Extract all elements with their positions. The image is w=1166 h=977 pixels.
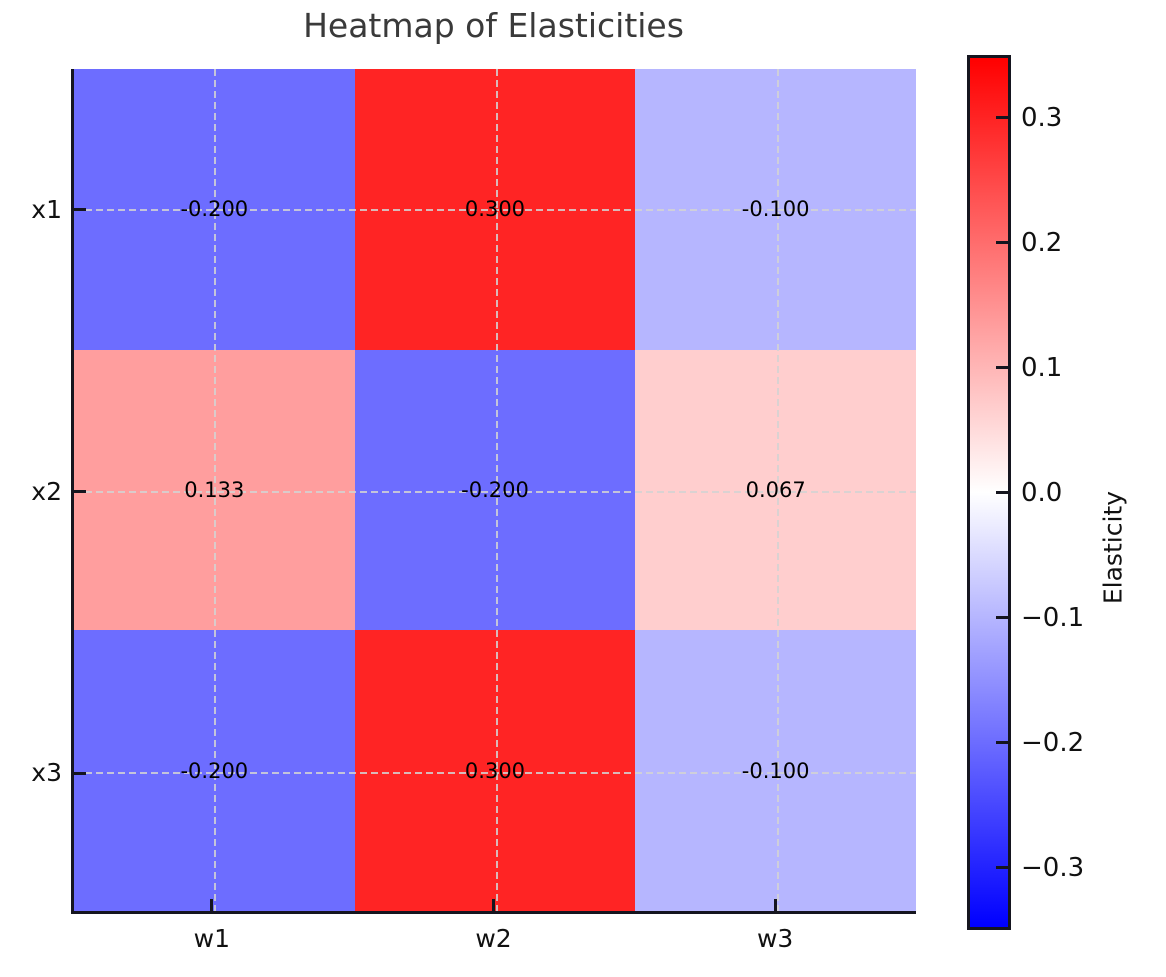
cell-value-label: -0.200 [461,477,529,502]
cell-value-label: -0.200 [180,758,249,783]
gridline-horizontal [74,772,916,775]
y-tick-label-x1: x1 [31,194,62,224]
heatmap-cell-x2-w2: -0.200 [354,349,636,631]
colorbar-tick-mark [996,491,1008,494]
y-tick-mark [74,208,86,212]
colorbar-tick-mark [996,741,1008,744]
y-tick-mark [74,490,86,493]
x-tick-label-w1: w1 [193,924,230,953]
x-tick-label-w2: w2 [475,924,512,953]
y-tick-label-x2: x2 [31,476,62,506]
gridline-horizontal [74,208,916,211]
cell-value-label: 0.300 [464,758,526,783]
heatmap-plot: -0.200 0.300 -0.100 0.133 -0.200 0.067 -0.200 0… [71,69,916,914]
gridline-vertical [495,69,498,911]
x-tick-mark [492,899,495,911]
colorbar-tick-mark [996,116,1008,119]
colorbar-tick-label: 0.1 [1021,352,1063,383]
cell-value-label: -0.100 [741,758,810,783]
x-tick-mark [210,899,214,911]
gridline-vertical [213,69,216,911]
cell-value-label: -0.200 [180,197,249,222]
colorbar-tick-label: −0.2 [1021,727,1085,758]
x-tick-label-w3: w3 [756,924,794,953]
heatmap-cell-x3-w3: -0.100 [635,630,916,911]
cell-value-label: -0.100 [741,197,810,222]
heatmap-cell-x2-w3: 0.067 [635,349,916,631]
colorbar-tick-mark [996,241,1008,244]
y-tick-label-x3: x3 [31,758,62,788]
x-tick-mark [773,899,777,911]
y-tick-mark [74,771,86,775]
gridline-horizontal [74,490,916,493]
colorbar-tick-label: 0.3 [1021,102,1063,133]
colorbar-tick-label: 0.2 [1021,227,1063,258]
cell-value-label: 0.300 [464,197,526,222]
chart-title: Heatmap of Elasticities [303,6,684,45]
colorbar-tick-mark [996,366,1008,369]
heatmap-cell-x3-w2: 0.300 [354,630,636,911]
colorbar-tick-label: 0.0 [1021,477,1063,508]
cell-value-label: 0.133 [184,477,245,502]
colorbar-tick-label: −0.1 [1021,602,1085,633]
colorbar-axis-label-text: Elasticity [1098,491,1127,605]
gridline-vertical [777,69,780,911]
colorbar-tick-mark [996,616,1008,619]
cell-value-label: 0.067 [745,477,806,502]
colorbar-tick-label: −0.3 [1021,852,1085,883]
colorbar-tick-mark [996,866,1008,869]
